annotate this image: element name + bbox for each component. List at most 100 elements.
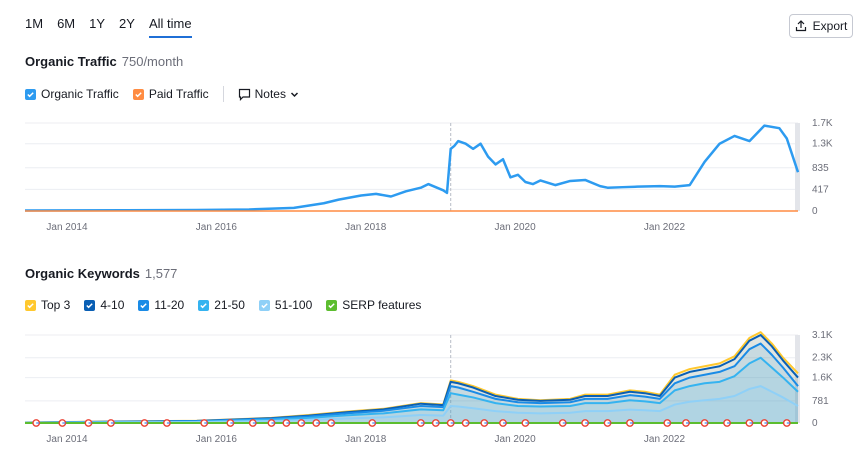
legend-label: 51-100 xyxy=(274,298,313,312)
x-tick-label: Jan 2020 xyxy=(495,434,537,445)
x-tick-label: Jan 2014 xyxy=(46,434,88,445)
google-icon xyxy=(521,419,530,427)
google-icon xyxy=(163,419,171,427)
organic-keywords-value: 1,577 xyxy=(144,266,178,281)
google-icon xyxy=(200,419,209,427)
tab-1m[interactable]: 1M xyxy=(25,16,44,31)
area-51-100 xyxy=(25,386,798,423)
notes-label: Notes xyxy=(254,87,286,101)
x-tick-label: Jan 2014 xyxy=(46,222,88,233)
google-icon xyxy=(446,419,455,427)
x-tick-label: Jan 2016 xyxy=(196,434,238,445)
export-icon xyxy=(795,20,806,32)
y-tick-label: 0 xyxy=(812,206,818,217)
y-tick-label: 1.7K xyxy=(812,118,833,129)
x-tick-label: Jan 2018 xyxy=(345,434,387,445)
y-tick-label: 1.6K xyxy=(812,373,833,384)
google-icon xyxy=(267,419,276,427)
series-line-21-50 xyxy=(24,356,799,424)
google-icon xyxy=(297,419,306,427)
organic-traffic-title: Organic Traffic 750/month xyxy=(25,54,183,69)
organic-keywords-chart: 3.1K 2.3K 1.6K 781 0 Jan 2014 Jan 2016 Jan 2018… xyxy=(24,330,833,445)
organic-keywords-heading: Organic Keywords xyxy=(25,266,140,281)
series-line-11-20 xyxy=(24,342,799,424)
area-4-10 xyxy=(25,335,798,423)
legend-top-3[interactable]: Top 3 xyxy=(25,298,70,312)
x-tick-label: Jan 2022 xyxy=(644,222,686,233)
google-icon xyxy=(140,419,149,427)
x-tick-label: Jan 2016 xyxy=(196,222,238,233)
legend-organic-traffic[interactable]: Organic Traffic xyxy=(25,87,119,101)
chevron-down-icon xyxy=(290,91,299,97)
google-icon xyxy=(431,419,440,427)
x-tick-label: Jan 2022 xyxy=(644,434,686,445)
google-icon xyxy=(248,419,257,427)
notes-dropdown[interactable]: Notes xyxy=(238,87,299,101)
google-icon xyxy=(106,419,115,427)
google-icon xyxy=(682,419,690,427)
legend-divider xyxy=(222,86,224,102)
area-21-50 xyxy=(25,357,798,423)
traffic-legend: Organic Traffic Paid Traffic Notes xyxy=(25,86,299,102)
organic-keywords-title: Organic Keywords 1,577 xyxy=(25,266,177,281)
google-icon xyxy=(782,419,791,427)
series-line-51-100 xyxy=(24,385,799,424)
current-period-band xyxy=(795,335,800,423)
series-line-4-10 xyxy=(24,334,799,424)
legend-label: SERP features xyxy=(342,298,422,312)
date-range-tabs: 1M 6M 1Y 2Y All time xyxy=(25,16,192,38)
organic-traffic-heading: Organic Traffic xyxy=(25,54,117,69)
checkbox-checked-icon xyxy=(25,88,36,100)
google-icon xyxy=(327,419,336,427)
google-icon xyxy=(760,419,769,427)
legend-serp-features[interactable]: SERP features xyxy=(326,298,421,312)
organic-traffic-chart: 1.7K 1.3K 835 417 0 Jan 2014 Jan 2016 Jan 2018 J… xyxy=(24,118,833,233)
google-icon xyxy=(581,419,590,427)
legend-label: Paid Traffic xyxy=(148,87,209,101)
legend-label: Organic Traffic xyxy=(41,87,119,101)
y-tick-label: 3.1K xyxy=(812,330,833,341)
checkbox-checked-icon xyxy=(198,299,210,311)
x-tick-label: Jan 2020 xyxy=(495,222,537,233)
google-icon xyxy=(745,419,754,427)
tab-all-time[interactable]: All time xyxy=(148,16,192,38)
y-tick-label: 0 xyxy=(812,418,818,429)
export-button[interactable]: Export xyxy=(789,14,853,38)
checkbox-checked-icon xyxy=(258,299,270,311)
tab-1y[interactable]: 1Y xyxy=(89,16,106,31)
google-icon xyxy=(32,419,41,427)
y-tick-label: 417 xyxy=(812,184,829,195)
notes-icon xyxy=(238,88,250,101)
keywords-legend: Top 3 4-10 11-20 21-50 51-100 SERP features xyxy=(25,298,421,312)
google-icon xyxy=(558,419,567,427)
checkbox-checked-icon xyxy=(326,299,338,311)
google-icon xyxy=(499,419,507,427)
y-tick-label: 2.3K xyxy=(812,353,833,364)
legend-21-50[interactable]: 21-50 xyxy=(198,298,245,312)
series-line-organic-traffic xyxy=(24,124,800,212)
google-icon xyxy=(282,419,291,427)
y-tick-label: 835 xyxy=(812,163,829,174)
tab-2y[interactable]: 2Y xyxy=(119,16,135,31)
legend-4-10[interactable]: 4-10 xyxy=(84,298,124,312)
x-tick-label: Jan 2018 xyxy=(345,222,387,233)
legend-paid-traffic[interactable]: Paid Traffic xyxy=(132,87,209,101)
tab-6m[interactable]: 6M xyxy=(57,16,76,31)
google-icon xyxy=(416,419,425,427)
google-icon xyxy=(84,419,93,427)
checkbox-checked-icon xyxy=(132,88,144,100)
google-icon xyxy=(58,419,67,427)
legend-51-100[interactable]: 51-100 xyxy=(258,298,313,312)
checkbox-checked-icon xyxy=(84,299,96,311)
legend-label: 4-10 xyxy=(100,298,125,312)
google-icon xyxy=(226,419,235,427)
google-icon xyxy=(700,419,709,427)
google-icon xyxy=(368,419,377,427)
google-icon xyxy=(461,419,470,427)
legend-label: 11-20 xyxy=(154,298,185,312)
google-icon xyxy=(723,419,731,427)
legend-label: 21-50 xyxy=(214,298,245,312)
google-icon xyxy=(603,419,612,427)
y-tick-label: 1.3K xyxy=(812,139,833,150)
legend-11-20[interactable]: 11-20 xyxy=(138,298,184,312)
